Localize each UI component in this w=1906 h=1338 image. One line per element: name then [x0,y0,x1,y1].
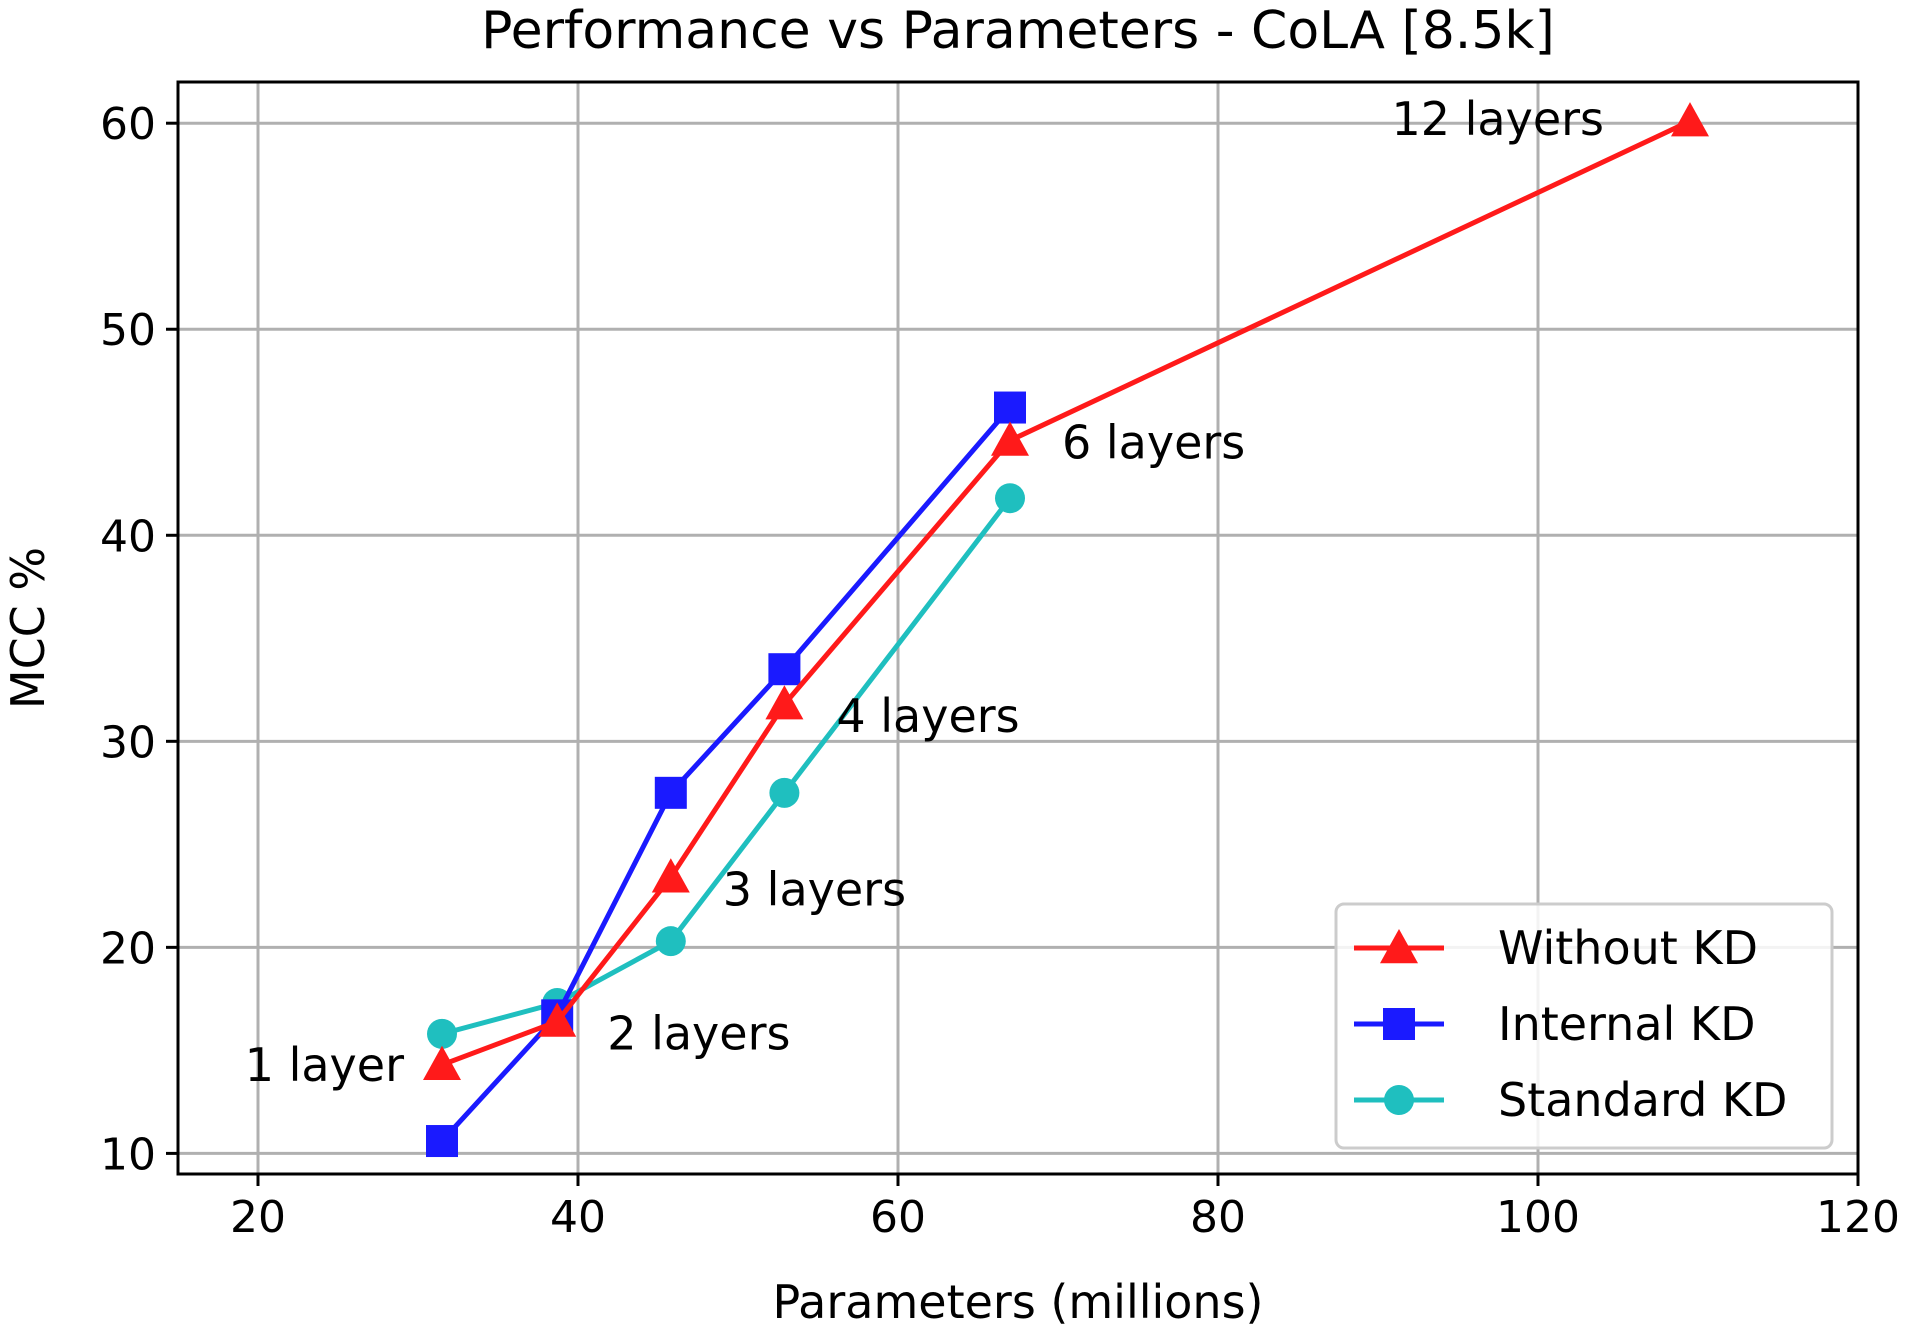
y-tick-label: 20 [100,923,156,974]
annotation-label: 3 layers [723,862,906,916]
y-tick-label: 60 [100,99,156,150]
plot-frame [176,80,1860,1176]
annotation-label: 4 layers [836,689,1019,743]
legend-marker [1380,929,1418,964]
chart-title: Performance vs Parameters - CoLA [8.5k] [481,1,1555,61]
y-tick-label: 10 [100,1129,156,1180]
annotation-label: 1 layer [245,1038,404,1092]
data-point [991,421,1029,456]
data-point [765,685,804,720]
data-point [651,858,690,893]
data-point [654,776,687,809]
series-without-kd [423,102,1709,1080]
legend-label: Without KD [1498,921,1758,975]
data-point [538,1002,577,1037]
legend-box [1334,902,1834,1150]
data-point [769,777,800,808]
grid [178,82,1860,1174]
x-tick-label: 20 [230,1192,286,1243]
plot-series [423,102,1709,1158]
x-tick-label: 120 [1816,1192,1900,1243]
annotation-label: 6 layers [1062,416,1245,470]
data-point [426,1125,458,1158]
legend-marker [1384,1085,1414,1115]
data-point [995,483,1025,514]
x-tick-label: 80 [1190,1192,1246,1243]
x-tick-label: 40 [550,1192,606,1243]
x-tick-label: 60 [870,1192,926,1243]
x-axis-label: Parameters (millions) [773,1275,1264,1329]
y-tick-label: 40 [100,511,156,562]
y-tick-label: 30 [100,717,156,768]
legend-label: Internal KD [1498,997,1756,1051]
legend-entry: Without KD [1354,921,1758,975]
y-axis-label: MCC % [1,547,55,709]
y-tick-label: 50 [100,305,156,356]
legend-entry: Standard KD [1354,1073,1787,1127]
x-tick-label: 100 [1496,1192,1580,1243]
series-standard-kd [427,483,1025,1049]
data-point [1671,102,1709,137]
legend-marker [1383,1008,1415,1040]
axis-ticks: 20 40 60 80 100 120 10 20 30 40 50 60 [100,99,1900,1243]
legend-entry: Internal KD [1354,997,1756,1051]
data-point [423,1045,461,1080]
data-point [994,391,1026,424]
data-point [427,1018,457,1049]
annotation-label: 12 layers [1391,92,1604,146]
annotation-label: 2 layers [607,1007,790,1061]
point-annotations: 1 layer 2 layers 3 layers 4 layers 6 layers 1… [245,92,1604,1092]
data-point [655,926,686,957]
data-point [768,653,801,686]
series-line [441,118,1692,1068]
legend: Without KD Internal KD Standard KD [1334,902,1834,1150]
legend-label: Standard KD [1498,1073,1787,1127]
